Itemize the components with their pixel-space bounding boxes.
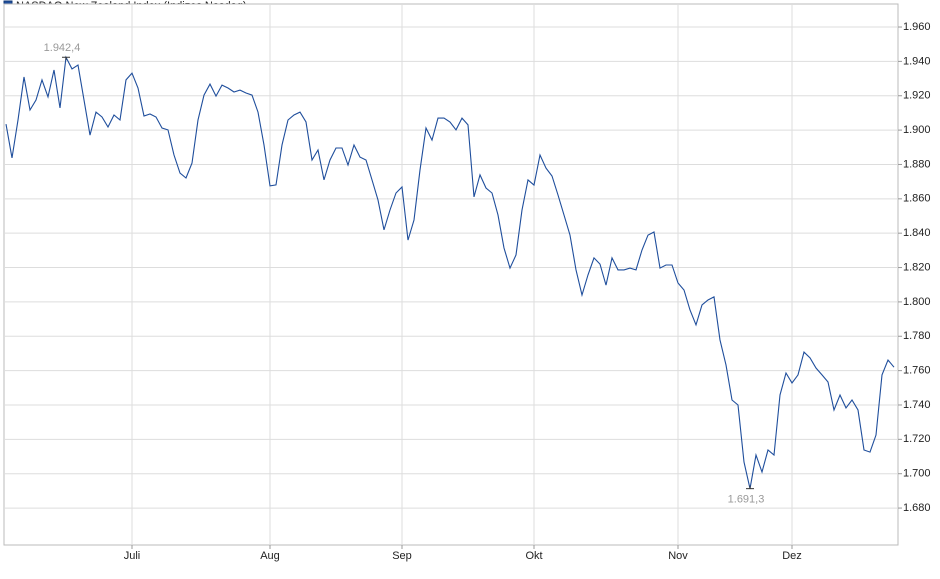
x-tick-label: Sep <box>392 550 412 562</box>
y-tick-label: 1.720 <box>903 433 931 445</box>
y-tick-label: 1.880 <box>903 158 931 170</box>
x-tick-label: Aug <box>260 550 280 562</box>
x-tick-label: Okt <box>525 550 542 562</box>
y-tick-label: 1.860 <box>903 193 931 205</box>
y-tick-label: 1.760 <box>903 365 931 377</box>
y-tick-label: 1.800 <box>903 296 931 308</box>
y-tick-label: 1.900 <box>903 124 931 136</box>
y-tick-label: 1.920 <box>903 90 931 102</box>
y-tick-label: 1.700 <box>903 468 931 480</box>
y-tick-label: 1.820 <box>903 261 931 273</box>
y-tick-label: 1.780 <box>903 330 931 342</box>
y-tick-label: 1.740 <box>903 399 931 411</box>
y-tick-label: 1.960 <box>903 21 931 33</box>
extreme-label: 1.942,4 <box>44 42 81 54</box>
y-tick-label: 1.840 <box>903 227 931 239</box>
x-tick-label: Juli <box>124 550 141 562</box>
y-tick-label: 1.940 <box>903 55 931 67</box>
y-tick-label: 1.680 <box>903 502 931 514</box>
plot-area <box>3 3 899 546</box>
extreme-label: 1.691,3 <box>728 494 765 506</box>
x-tick-label: Nov <box>668 550 688 562</box>
price-line <box>5 55 895 489</box>
x-tick-label: Dez <box>782 550 802 562</box>
